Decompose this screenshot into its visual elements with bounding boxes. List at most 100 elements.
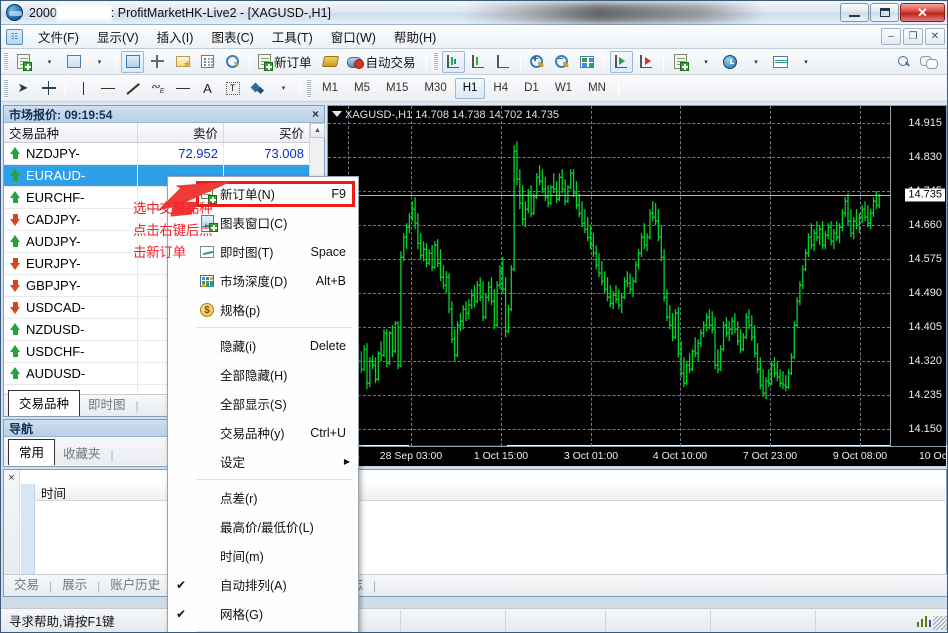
market-watch-row[interactable]: CADJPY- [4,209,324,231]
menu-file[interactable]: 文件(F) [38,31,79,45]
tab-symbols[interactable]: 交易品种 [8,390,81,416]
search-button[interactable] [892,51,915,73]
context-menu-item[interactable]: 点差(r) [168,483,358,512]
timeframe-m30[interactable]: M30 [424,82,447,94]
menu-help[interactable]: 帮助(H) [393,31,437,45]
line-toolbar-grip[interactable] [3,78,8,98]
chat-button[interactable] [917,51,940,73]
zoom-out-button[interactable] [551,51,574,73]
navigator-button[interactable]: ★ [171,51,194,73]
chart-price-axis[interactable]: 14.91514.83014.74514.66014.57514.49014.4… [890,106,946,446]
profiles-button[interactable] [62,51,85,73]
context-menu-item[interactable]: 隐藏(i) Delete [168,331,358,360]
period-toolbar-grip[interactable] [306,78,311,98]
mdi-restore-button[interactable]: ❐ [903,28,923,45]
fibonacci-button[interactable]: ∾E [146,77,169,99]
line-chart-button[interactable] [492,51,515,73]
terminal-button[interactable] [196,51,219,73]
cursor-button[interactable]: ➤ [12,77,35,99]
market-watch-context-menu[interactable]: 新订单(N) F9 图表窗口(C) 即时图(T) Space 市场深度(D) Alt+B $ 规… [167,176,359,632]
timeframe-w1[interactable]: W1 [554,82,573,94]
auto-scroll-button[interactable] [609,50,633,73]
scroll-up-icon[interactable]: ▲ [310,123,325,138]
tile-windows-button[interactable] [576,51,599,73]
timeframe-mn[interactable]: MN [588,82,606,94]
context-menu-item[interactable]: 全部显示(S) [168,389,358,418]
column-header-ask[interactable]: 卖价 [138,123,224,142]
chart-canvas[interactable]: XAGUSD-,H1 14.708 14.738 14.702 14.735 1… [328,106,946,466]
context-menu-item[interactable]: 最高价/最低价(L) [168,512,358,541]
crosshair-button[interactable] [37,77,60,99]
mdi-minimize-button[interactable]: – [881,28,901,45]
terminal-tab-交易[interactable]: 交易 [14,578,40,592]
timeframe-h1[interactable]: H1 [454,77,486,99]
context-menu-item[interactable]: 时间(m) [168,541,358,570]
minimize-button[interactable] [840,3,869,22]
autotrading-button[interactable]: 自动交易 [344,51,421,73]
menu-charts[interactable]: 图表(C) [211,31,254,45]
close-button[interactable]: ✕ [900,3,945,22]
context-menu-item[interactable]: ✔ 自动排列(A) [168,570,358,599]
chart-time-axis[interactable]: 201828 Sep 03:001 Oct 15:003 Oct 01:004 … [328,446,946,466]
candlestick-chart-button[interactable] [467,51,490,73]
context-menu-item[interactable]: 图表窗口(C) [168,208,358,237]
tab-tick-chart[interactable]: 即时图 [88,398,126,412]
market-watch-close-icon[interactable]: × [311,107,319,121]
data-window-button[interactable] [146,51,169,73]
text-button[interactable]: A [196,77,219,99]
equidistant-channel-button[interactable] [171,77,194,99]
menu-window[interactable]: 窗口(W) [330,31,376,45]
zoom-in-button[interactable] [526,51,549,73]
period-dropdown[interactable]: ▾ [754,58,758,66]
context-menu-item[interactable]: $ 规格(p) [168,295,358,324]
context-menu-item[interactable]: 交易品种(y) Ctrl+U [168,418,358,447]
templates-dropdown[interactable]: ▾ [804,58,808,66]
market-watch-button[interactable] [121,50,144,73]
terminal-tab-账户历史[interactable]: 账户历史 [110,578,161,592]
context-menu-item[interactable]: 市场深度(D) Alt+B [168,266,358,295]
column-header-symbol[interactable]: 交易品种 [4,123,138,142]
vertical-line-button[interactable] [71,77,94,99]
resize-grip[interactable] [933,616,947,630]
trendline-button[interactable] [121,77,144,99]
new-order-button[interactable]: 新订单 [255,51,317,73]
context-menu-item[interactable]: 设定 ▶ [168,447,358,476]
indicators-button[interactable] [669,51,692,73]
toolbar-grip[interactable] [3,52,8,71]
tab-common[interactable]: 常用 [8,439,56,465]
horizontal-line-button[interactable] [96,77,119,99]
connection-status-icon[interactable] [916,615,948,627]
menu-tools[interactable]: 工具(T) [271,31,313,45]
arrows-dropdown[interactable]: ▾ [281,85,286,92]
chart-shift-button[interactable] [635,51,658,73]
timeframe-m15[interactable]: M15 [385,82,409,94]
timeframe-m5[interactable]: M5 [353,82,370,94]
menu-view[interactable]: 显示(V) [96,31,139,45]
maximize-button[interactable] [870,3,899,22]
mdi-close-button[interactable]: ✕ [925,28,945,45]
timeframe-h4[interactable]: H4 [493,82,509,94]
period-button[interactable] [719,51,742,73]
profiles-dropdown[interactable]: ▾ [97,58,102,66]
tab-favorites[interactable]: 收藏夹 [63,447,101,461]
context-menu-item[interactable]: ✔ 网格(G) [168,599,358,628]
chart-panel[interactable]: XAGUSD-,H1 14.708 14.738 14.702 14.735 1… [327,105,947,467]
bar-chart-button[interactable] [441,50,465,73]
new-chart-dropdown[interactable]: ▾ [47,58,52,66]
metaeditor-button[interactable] [319,51,342,73]
timeframe-d1[interactable]: D1 [524,82,539,94]
context-menu-item[interactable]: 即时图(T) Space [168,237,358,266]
market-watch-row[interactable]: NZDJPY- 72.952 73.008 [4,143,324,165]
indicators-dropdown[interactable]: ▾ [704,58,708,66]
arrows-button[interactable] [246,77,269,99]
chart-toolbar-grip[interactable] [432,52,438,71]
text-label-button[interactable]: T [221,77,244,99]
strategy-tester-button[interactable] [221,51,244,73]
templates-button[interactable] [769,51,792,73]
timeframe-m1[interactable]: M1 [322,82,338,94]
new-chart-button[interactable] [12,51,35,73]
context-menu-item[interactable]: 全部隐藏(H) [168,360,358,389]
column-header-bid[interactable]: 买价 [224,123,310,142]
terminal-tab-展示[interactable]: 展示 [62,578,88,592]
menu-insert[interactable]: 插入(I) [156,31,194,45]
